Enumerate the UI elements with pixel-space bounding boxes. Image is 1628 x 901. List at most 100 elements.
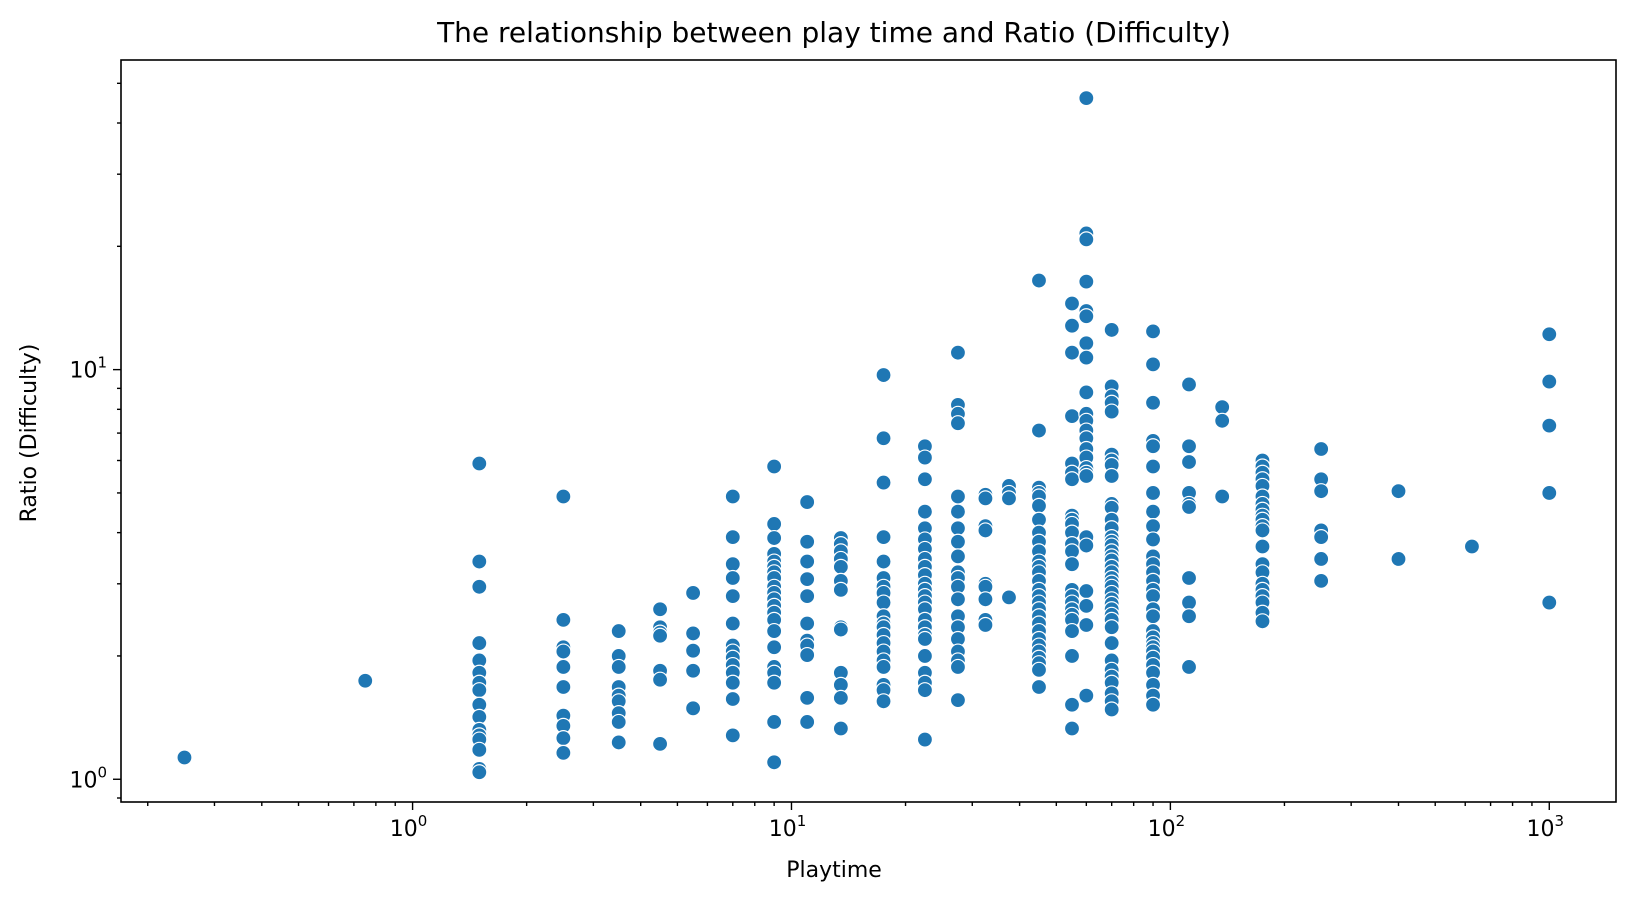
- scatter-point: [1144, 531, 1162, 548]
- scatter-point: [1180, 376, 1198, 393]
- scatter-point: [685, 584, 702, 602]
- scatter-point: [1463, 538, 1481, 555]
- scatter-point: [471, 764, 488, 781]
- scatter-point: [875, 658, 892, 676]
- scatter-point: [1078, 349, 1095, 366]
- scatter-point: [832, 558, 849, 575]
- scatter-point: [1144, 608, 1162, 625]
- scatter-point: [875, 553, 892, 570]
- scatter-point: [977, 591, 994, 608]
- scatter-point: [471, 578, 488, 595]
- scatter-point: [610, 734, 627, 751]
- scatter-point: [1390, 550, 1407, 568]
- scatter-point: [1180, 658, 1198, 676]
- scatter-point: [949, 520, 967, 537]
- scatter-point: [1078, 687, 1095, 704]
- x-tick-label: 101: [769, 812, 807, 842]
- scatter-point: [832, 720, 849, 737]
- scatter-point: [799, 713, 816, 731]
- scatter-point: [832, 581, 849, 598]
- scatter-point: [1390, 483, 1407, 500]
- scatter-point: [875, 594, 892, 611]
- scatter-point: [832, 621, 849, 638]
- chart-title: The relationship between play time and R…: [436, 16, 1231, 49]
- data-points: [176, 90, 1558, 781]
- scatter-point: [724, 690, 741, 708]
- scatter-point: [875, 474, 892, 491]
- scatter-point: [799, 646, 816, 664]
- scatter-point: [1030, 678, 1048, 696]
- y-axis-label: Ratio (Difficulty): [17, 344, 42, 523]
- scatter-point: [1078, 467, 1095, 485]
- scatter-point: [799, 493, 816, 511]
- scatter-point: [1000, 490, 1018, 507]
- scatter-point: [685, 700, 702, 717]
- scatter-point: [555, 488, 572, 505]
- scatter-point: [1180, 453, 1198, 471]
- scatter-point: [949, 533, 967, 550]
- scatter-point: [949, 488, 967, 505]
- scatter-point: [471, 741, 488, 758]
- scatter-point: [1144, 394, 1162, 411]
- scatter-point: [1078, 90, 1095, 107]
- scatter-point: [357, 672, 374, 689]
- scatter-point: [651, 601, 669, 618]
- y-tick-label: 100: [69, 763, 107, 793]
- scatter-point: [1063, 317, 1081, 334]
- scatter-point: [1144, 323, 1162, 340]
- scatter-point: [1078, 308, 1095, 325]
- scatter-point: [471, 634, 488, 652]
- scatter-point: [1103, 467, 1120, 485]
- scatter-point: [724, 556, 741, 573]
- scatter-point: [799, 615, 816, 632]
- scatter-point: [1103, 619, 1120, 636]
- scatter-point: [1180, 438, 1198, 455]
- scatter-point: [977, 522, 994, 539]
- scatter-point: [1078, 597, 1095, 614]
- scatter-point: [1078, 384, 1095, 401]
- scatter-point: [1254, 522, 1271, 539]
- scatter-point: [685, 625, 702, 642]
- scatter-point: [916, 630, 934, 648]
- scatter-point: [1144, 438, 1162, 455]
- scatter-point: [766, 529, 783, 547]
- scatter-point: [1144, 484, 1162, 502]
- scatter-point: [766, 713, 783, 731]
- x-tick-label: 103: [1527, 812, 1565, 842]
- scatter-point: [724, 615, 741, 632]
- scatter-point: [1063, 408, 1081, 425]
- scatter-point: [471, 455, 488, 472]
- x-axis-label: Playtime: [786, 858, 882, 883]
- scatter-point: [977, 616, 994, 634]
- scatter-point: [1030, 497, 1048, 514]
- y-tick-label: 101: [69, 354, 107, 384]
- scatter-point: [1214, 412, 1231, 429]
- scatter-point: [1078, 582, 1095, 600]
- scatter-point: [875, 529, 892, 546]
- scatter-point: [916, 471, 934, 488]
- scatter-point: [685, 642, 702, 659]
- scatter-point: [610, 713, 627, 731]
- scatter-point: [555, 658, 572, 676]
- scatter-point: [916, 449, 934, 466]
- scatter-point: [799, 571, 816, 588]
- scatter-point: [1180, 498, 1198, 516]
- scatter-point: [1313, 483, 1330, 500]
- axis-ticks: 100 101 102 103 100 101: [69, 82, 1565, 842]
- scatter-point: [555, 643, 572, 660]
- scatter-point: [724, 488, 741, 505]
- scatter-point: [1103, 403, 1120, 420]
- scatter-point: [766, 458, 783, 475]
- scatter-point: [724, 529, 741, 546]
- scatter-point: [1030, 272, 1048, 289]
- scatter-point: [1541, 373, 1558, 390]
- scatter-point: [916, 503, 934, 520]
- scatter-point: [1180, 594, 1198, 611]
- scatter-point: [1078, 231, 1095, 248]
- scatter-point: [799, 689, 816, 706]
- scatter-point: [1180, 608, 1198, 625]
- scatter-point: [651, 735, 669, 752]
- scatter-point: [1063, 720, 1081, 737]
- scatter-point: [949, 548, 967, 565]
